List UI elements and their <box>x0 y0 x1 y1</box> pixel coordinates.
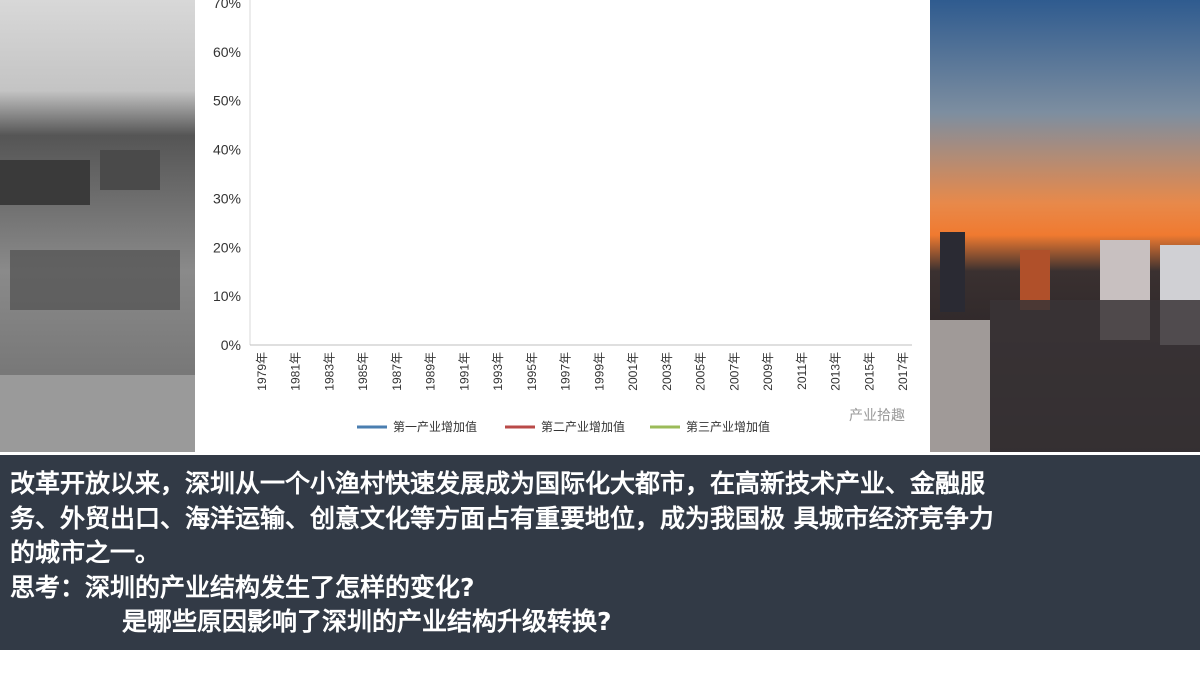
x-tick-label: 2007年 <box>727 352 741 391</box>
x-tick-label: 1981年 <box>289 352 303 391</box>
x-tick-label: 1993年 <box>491 352 505 391</box>
y-tick-label: 70% <box>213 0 241 11</box>
y-tick-label: 50% <box>213 93 241 109</box>
y-tick-label: 0% <box>221 337 241 353</box>
old-photo <box>0 0 195 452</box>
x-tick-label: 2013年 <box>829 352 843 391</box>
y-tick-label: 20% <box>213 239 241 255</box>
x-tick-label: 2003年 <box>660 352 674 391</box>
city-photo <box>930 0 1200 452</box>
x-tick-label: 2005年 <box>694 352 708 391</box>
x-tick-label: 2011年 <box>795 352 809 390</box>
y-tick-label: 30% <box>213 190 241 206</box>
x-tick-label: 1979年 <box>255 352 269 391</box>
x-tick-label: 2015年 <box>862 352 876 391</box>
legend-label: 第三产业增加值 <box>686 419 770 434</box>
x-tick-label: 1985年 <box>356 352 370 391</box>
legend-label: 第一产业增加值 <box>393 419 477 434</box>
y-tick-label: 40% <box>213 142 241 158</box>
x-tick-label: 1989年 <box>424 352 438 391</box>
watermark: 产业拾趣 <box>849 407 905 423</box>
x-tick-label: 2001年 <box>626 352 640 391</box>
y-tick-label: 60% <box>213 44 241 60</box>
caption-line: 改革开放以来，深圳从一个小渔村快速发展成为国际化大都市，在高新技术产业、金融服 <box>10 469 986 498</box>
chart: 产业拾趣 0% 10% 20% 30% 40% 50% 60% 70% 1979年 1981年 19… <box>0 0 1200 452</box>
x-tick-label: 1999年 <box>592 352 606 391</box>
y-tick-label: 10% <box>213 288 241 304</box>
x-tick-label: 1997年 <box>559 352 573 391</box>
x-tick-label: 1987年 <box>390 352 404 391</box>
x-tick-label: 2009年 <box>761 352 775 391</box>
x-tick-label: 1983年 <box>322 352 336 391</box>
x-tick-label: 1995年 <box>525 352 539 391</box>
caption-line: 思考：深圳的产业结构发生了怎样的变化? <box>10 572 475 602</box>
caption: 改革开放以来，深圳从一个小渔村快速发展成为国际化大都市，在高新技术产业、金融服 … <box>0 455 1200 650</box>
x-tick-label: 2017年 <box>896 352 910 391</box>
caption-line: 务、外贸出口、海洋运输、创意文化等方面占有重要地位，成为我国极 具城市经济竞争力 <box>10 503 994 533</box>
x-tick-label: 1991年 <box>457 352 471 391</box>
caption-line: 是哪些原因影响了深圳的产业结构升级转换? <box>122 607 612 636</box>
legend-label: 第二产业增加值 <box>541 419 625 434</box>
caption-line: 的城市之一。 <box>10 538 161 567</box>
